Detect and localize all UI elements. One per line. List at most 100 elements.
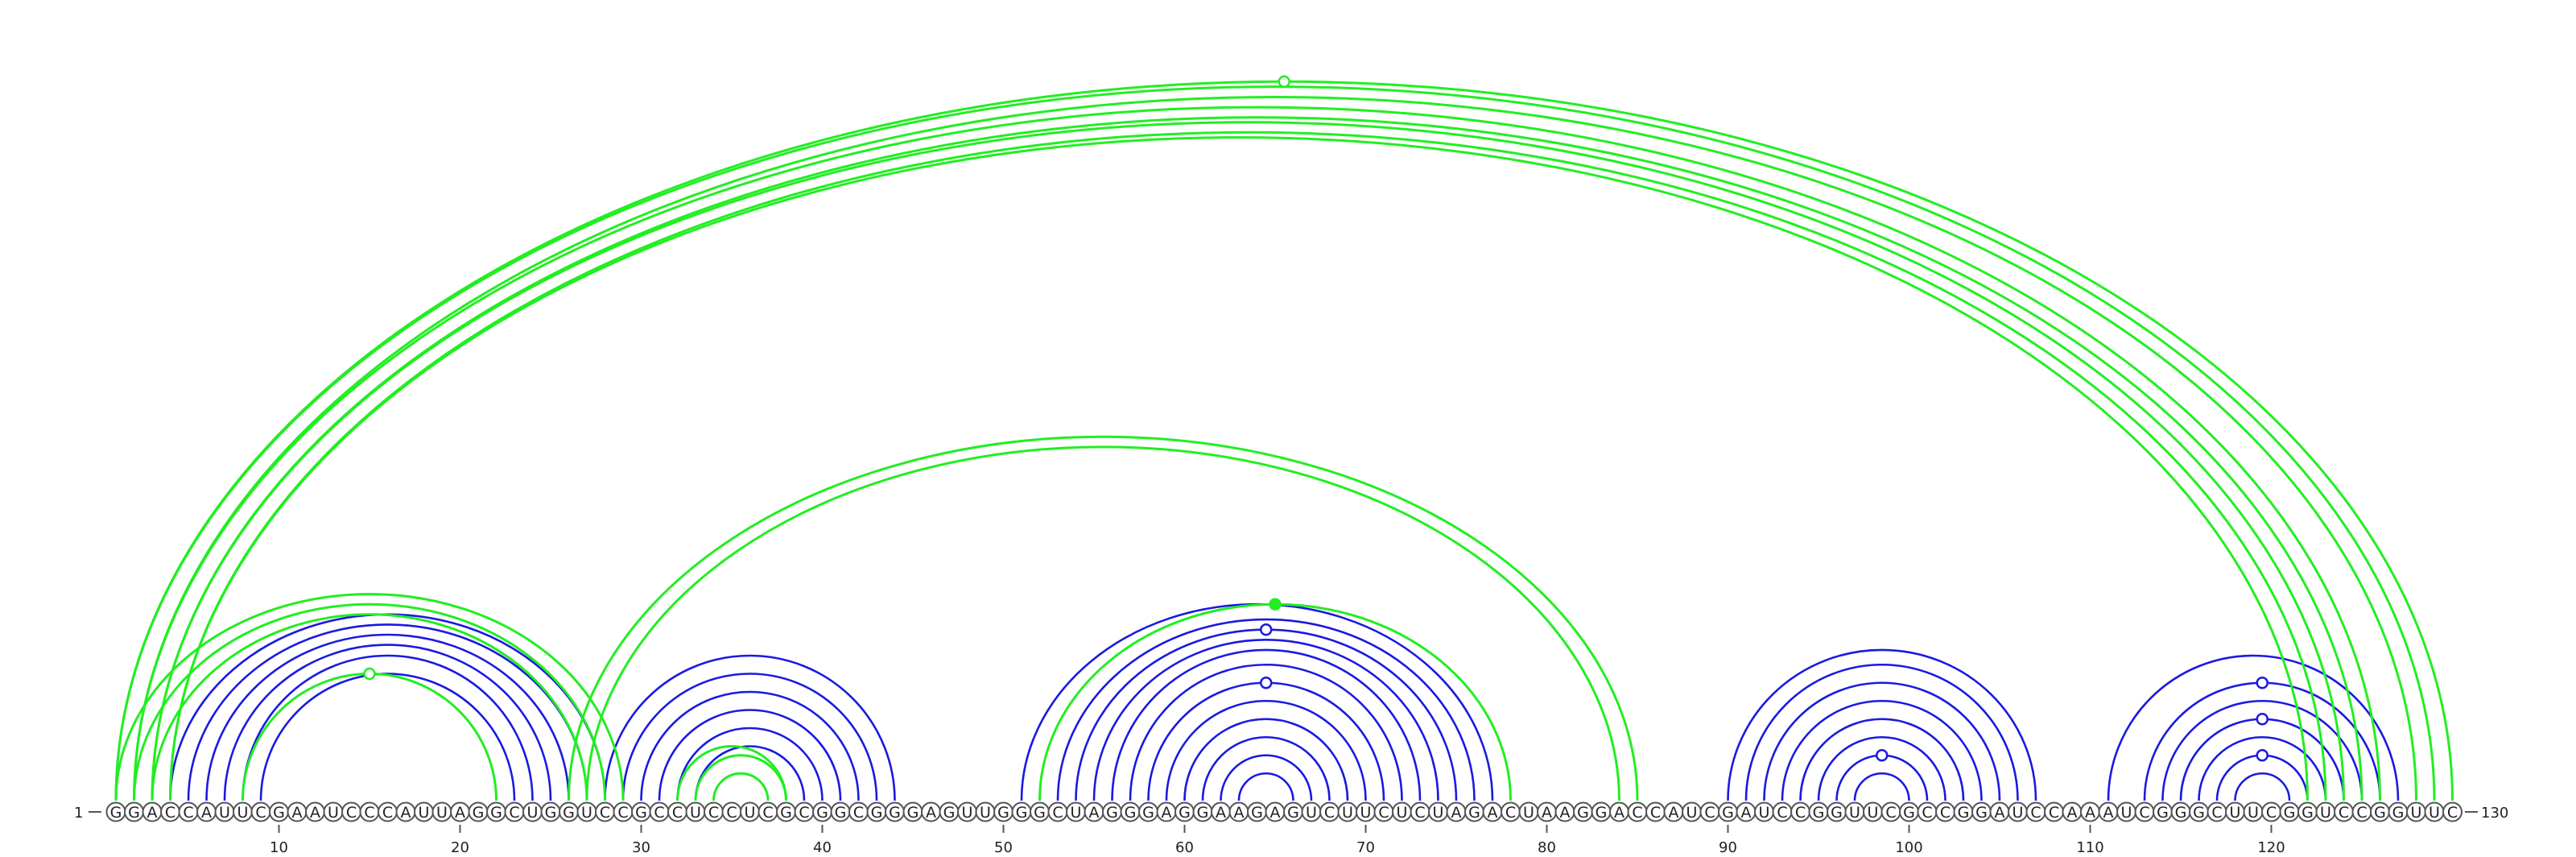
nucleotide: G <box>902 801 923 822</box>
nucleotide-letter: C <box>2339 804 2349 822</box>
nucleotide: U <box>2315 801 2336 822</box>
nucleotide: U <box>1392 801 1412 822</box>
blue-open-marker <box>1260 677 1273 689</box>
nucleotide-letter: U <box>1868 804 1879 822</box>
green-open-marker <box>1278 75 1290 89</box>
nucleotide-letter: C <box>1704 804 1715 822</box>
tick-label: 80 <box>1538 839 1556 856</box>
nucleotide-letter: C <box>346 804 357 822</box>
nucleotide: U <box>2243 801 2264 822</box>
tick-label: 100 <box>1895 839 1922 856</box>
nucleotide: U <box>1844 801 1865 822</box>
nucleotide: G <box>2370 801 2390 822</box>
blue-base-pair-arc <box>2234 772 2291 801</box>
nucleotide-letter: U <box>1849 804 1860 822</box>
blue-base-pair-arc <box>223 644 552 801</box>
nucleotide-letter: G <box>545 804 557 822</box>
nucleotide: G <box>540 801 561 822</box>
nucleotide-letter: G <box>1577 804 1589 822</box>
nucleotide: G <box>468 801 489 822</box>
nucleotide: G <box>2279 801 2300 822</box>
blue-base-pair-arc <box>1092 639 1439 801</box>
nucleotide: A <box>142 801 163 822</box>
nucleotide-letter: U <box>527 804 539 822</box>
nucleotide-letter: U <box>237 804 249 822</box>
nucleotide-letter: C <box>1940 804 1951 822</box>
nucleotide-letter: C <box>762 804 773 822</box>
blue-base-pair-arc <box>1817 735 1946 801</box>
nucleotide: C <box>2025 801 2046 822</box>
nucleotide-letter: A <box>1162 804 1172 822</box>
nucleotide: U <box>975 801 996 822</box>
sequence-start-label: 1 <box>74 805 83 822</box>
nucleotide-letter: G <box>110 804 122 822</box>
nucleotide-letter: G <box>1179 804 1191 822</box>
nucleotide: G <box>2189 801 2209 822</box>
tick-label: 40 <box>813 839 832 856</box>
green-base-pair-arc <box>151 121 2345 801</box>
nucleotide-letter: G <box>1813 804 1825 822</box>
nucleotide-letter: G <box>1251 804 1263 822</box>
nucleotide: G <box>1464 801 1484 822</box>
nucleotide: G <box>2170 801 2191 822</box>
nucleotide-letter: C <box>2447 804 2458 822</box>
nucleotide-letter: U <box>419 804 430 822</box>
nucleotide: G <box>866 801 887 822</box>
nucleotide: G <box>1120 801 1141 822</box>
nucleotide-letter: A <box>1995 804 2005 822</box>
nucleotide: U <box>414 801 434 822</box>
tick-label: 50 <box>994 839 1013 856</box>
nucleotide-letter: G <box>780 804 792 822</box>
nucleotide-letter: G <box>2374 804 2386 822</box>
nucleotide: C <box>250 801 271 822</box>
nucleotide: A <box>1554 801 1575 822</box>
nucleotide-letter: C <box>2266 804 2277 822</box>
green-base-pair-arc <box>585 445 1620 801</box>
nucleotide: G <box>1247 801 1267 822</box>
nucleotide: U <box>1356 801 1376 822</box>
nucleotide: G <box>2297 801 2318 822</box>
green-base-pair-arc <box>114 85 2436 801</box>
nucleotide: A <box>450 801 470 822</box>
nucleotide-letter: G <box>1197 804 1209 822</box>
nucleotide: G <box>2388 801 2409 822</box>
nucleotide-letter: G <box>1034 804 1046 822</box>
nucleotide-letter: A <box>310 804 320 822</box>
blue-base-pair-arc <box>1853 772 1910 801</box>
nucleotide-letter: C <box>708 804 719 822</box>
tick-label: 110 <box>2076 839 2103 856</box>
nucleotide-letter: G <box>943 804 956 822</box>
nucleotide: G <box>1591 801 1612 822</box>
blue-base-pair-arc <box>1201 735 1331 801</box>
blue-base-pair-arc <box>1799 718 1965 801</box>
nucleotide: U <box>2116 801 2136 822</box>
nucleotide: C <box>178 801 199 822</box>
nucleotide: A <box>305 801 325 822</box>
nucleotide-letter: C <box>255 804 266 822</box>
nucleotide: A <box>1663 801 1684 822</box>
nucleotide: G <box>486 801 506 822</box>
nucleotide: U <box>1682 801 1702 822</box>
nucleotide-letter: A <box>292 804 303 822</box>
nucleotide: G <box>830 801 851 822</box>
nucleotide-letter: A <box>926 804 936 822</box>
nucleotide-letter: A <box>147 804 158 822</box>
blue-base-pair-arc <box>2161 699 2363 801</box>
nucleotide: U <box>1863 801 1883 822</box>
nucleotide: U <box>740 801 760 822</box>
nucleotide: C <box>2044 801 2064 822</box>
nucleotide: C <box>1645 801 1666 822</box>
nucleotide: C <box>848 801 869 822</box>
nucleotide: C <box>595 801 615 822</box>
nucleotide-letter: G <box>473 804 485 822</box>
blue-base-pair-arc <box>658 709 842 801</box>
nucleotide-letter: G <box>1142 804 1154 822</box>
nucleotide: U <box>2225 801 2245 822</box>
nucleotide-letter: G <box>1468 804 1480 822</box>
nucleotide-letter: C <box>617 804 628 822</box>
nucleotide: G <box>1174 801 1195 822</box>
nucleotide-letter: U <box>1686 804 1698 822</box>
blue-base-pair-arc <box>242 654 534 801</box>
nucleotide: U <box>1066 801 1086 822</box>
nucleotide: A <box>1156 801 1177 822</box>
